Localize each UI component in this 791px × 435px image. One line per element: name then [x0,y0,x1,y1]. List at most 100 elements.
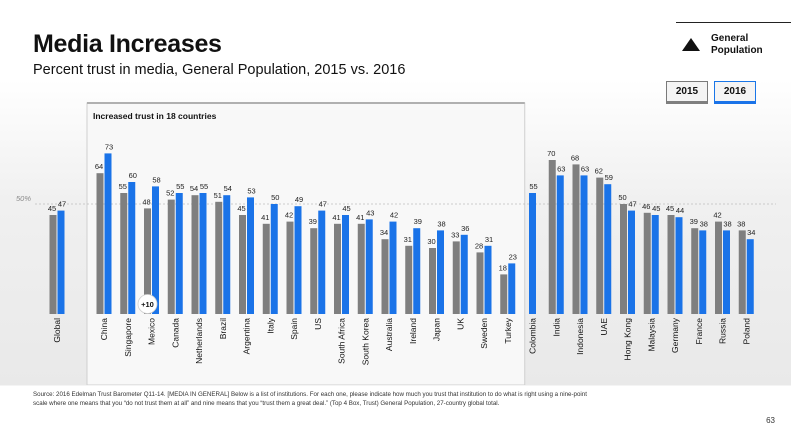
category-label: Netherlands [194,318,204,364]
data-label-2015: 41 [356,213,364,222]
reference-line-label: 50% [16,194,31,203]
data-label-2015: 52 [166,189,174,198]
category-label: Poland [741,318,751,345]
data-label-2016: 49 [295,195,303,204]
annotation-label: +10 [141,300,154,309]
category-label: Colombia [528,318,538,354]
data-label-2015: 41 [261,213,269,222]
bar-2015 [596,177,604,314]
bar-2016 [604,184,612,314]
data-label-2015: 45 [237,204,245,213]
category-label: Japan [432,318,442,341]
category-label: Spain [289,318,299,340]
bar-2016 [484,245,492,314]
data-label-2016: 36 [461,224,469,233]
category-label: Argentina [242,318,252,355]
bar-2015 [667,215,675,314]
data-label-2015: 31 [404,235,412,244]
category-label: Ireland [408,318,418,344]
bar-2015 [476,252,484,314]
bar-2015 [738,230,746,314]
bar-2015 [405,245,413,314]
category-label: Italy [265,317,275,333]
bar-2016 [529,193,536,314]
category-label: Hong Kong [623,318,633,361]
category-label: South Africa [337,318,347,364]
data-label-2016: 53 [247,186,255,195]
bar-2015 [96,173,104,314]
bar-2016 [128,182,136,314]
bar-2015 [49,215,57,314]
category-label: Singapore [123,318,133,357]
bar-2015 [381,239,389,314]
category-label: Malaysia [646,318,656,352]
category-label: Australia [384,318,394,351]
data-label-2016: 31 [485,235,493,244]
bar-2016 [675,217,683,314]
data-label-2015: 51 [214,191,222,200]
category-label: Russia [718,318,728,344]
bar-2016 [199,193,207,314]
data-label-2016: 44 [676,206,684,215]
bar-2015 [334,223,341,314]
bar-2015 [500,274,508,314]
category-label: Global [52,318,62,343]
triangle-icon [682,38,700,51]
bar-2016 [556,175,564,314]
bar-2016 [223,195,231,314]
bar-2016 [580,175,588,314]
bar-2016 [104,153,112,314]
data-label-2016: 63 [581,164,589,173]
data-label-2016: 42 [390,211,398,220]
data-label-2015: 38 [737,219,745,228]
data-label-2015: 70 [547,149,555,158]
data-label-2016: 59 [605,173,613,182]
bar-2016 [460,234,468,314]
audience-line-2: Population [711,45,763,56]
category-label: Mexico [147,318,157,345]
bar-2015 [620,204,627,314]
data-label-2016: 55 [200,182,208,191]
header-rule [676,22,791,23]
data-label-2015: 34 [380,228,388,237]
bar-2016 [746,239,754,314]
data-label-2016: 50 [271,193,279,202]
bar-2016 [57,210,65,314]
data-label-2015: 41 [332,213,340,222]
data-label-2016: 43 [366,208,374,217]
category-label: Sweden [479,318,489,349]
data-label-2016: 23 [509,252,517,261]
bar-2016 [342,215,349,314]
data-label-2015: 45 [48,204,56,213]
bar-2015 [643,212,651,314]
data-label-2016: 45 [652,204,660,213]
data-label-2016: 45 [342,204,350,213]
data-label-2015: 39 [309,217,317,226]
data-label-2015: 48 [142,197,150,206]
category-label: UAE [599,318,609,336]
page-number: 63 [766,416,775,425]
data-label-2016: 47 [58,200,66,209]
data-label-2016: 47 [628,200,636,209]
data-label-2015: 18 [499,263,507,272]
source-note: Source: 2016 Edelman Trust Barometer Q11… [33,391,587,407]
slide-title: Media Increases [33,30,222,58]
bar-2015 [215,201,223,314]
highlight-label: Increased trust in 18 countries [93,111,217,121]
data-label-2015: 28 [475,241,483,250]
bar-2015 [691,228,699,314]
bar-2016 [699,230,707,314]
bar-2015 [310,228,318,314]
bar-2016 [247,197,254,314]
data-label-2016: 38 [723,219,731,228]
data-label-2016: 34 [747,228,755,237]
data-label-2016: 38 [700,219,708,228]
data-label-2015: 64 [95,162,103,171]
data-label-2015: 33 [451,230,459,239]
bar-2016 [365,219,373,314]
bar-2015 [715,221,722,314]
bar-2015 [452,241,460,314]
data-label-2016: 58 [152,175,160,184]
category-label: Canada [170,318,180,348]
